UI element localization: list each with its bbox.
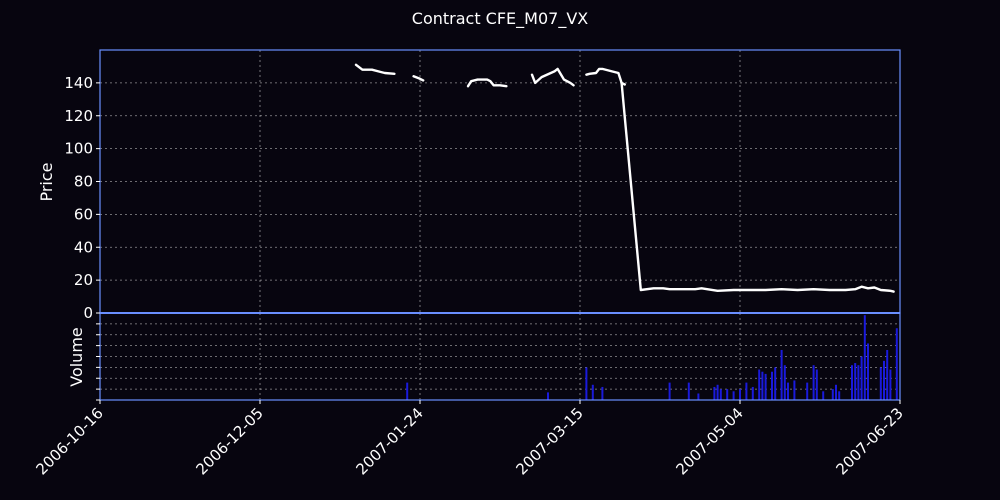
price-axis-label: Price [37, 162, 56, 201]
volume-bar [687, 382, 690, 400]
volume-y-ticks [96, 312, 100, 401]
price-y-tick-label: 0 [83, 304, 93, 322]
volume-bar [591, 384, 594, 400]
volume-bar [879, 367, 882, 400]
price-y-tick-label: 120 [64, 107, 93, 125]
volume-bar [771, 371, 773, 400]
volume-bars [406, 315, 898, 400]
volume-bar [751, 386, 754, 400]
volume-bar [764, 373, 767, 400]
volume-bar [806, 382, 809, 400]
volume-bar [857, 365, 860, 400]
price-line-segment [412, 75, 425, 82]
volume-bar [835, 384, 837, 400]
volume-bar [739, 389, 741, 400]
price-line-segment [466, 78, 508, 88]
volume-bar [783, 365, 786, 400]
volume-bar [745, 382, 748, 400]
volume-bar [863, 315, 866, 400]
volume-bar [831, 389, 834, 400]
chart-title: Contract CFE_M07_VX [412, 9, 589, 29]
price-y-ticks: 0 20 40 60 80 100 120 140 [64, 74, 100, 322]
volume-bar [787, 382, 789, 400]
volume-bar [547, 392, 549, 400]
volume-bar [822, 391, 825, 400]
volume-bar [854, 363, 857, 400]
price-y-tick-label: 80 [74, 173, 93, 191]
volume-bar [895, 328, 898, 400]
volume-bar [780, 349, 783, 400]
price-y-tick-label: 20 [74, 271, 93, 289]
volume-bar [732, 391, 735, 400]
volume-bar [719, 389, 722, 400]
price-y-tick-label: 100 [64, 140, 93, 158]
volume-bar [668, 382, 671, 400]
price-y-tick-label: 40 [74, 238, 93, 256]
volume-bar [697, 393, 700, 400]
volume-bar [793, 380, 796, 400]
price-line-segment [354, 63, 396, 76]
volume-bar [601, 386, 604, 400]
price-line-segment [620, 81, 895, 293]
volume-bar [883, 360, 885, 400]
volume-bar [812, 365, 815, 400]
volume-bar [758, 369, 761, 400]
volume-axis-label: Volume [67, 327, 86, 387]
volume-bar [726, 389, 729, 400]
price-y-tick-label: 140 [64, 74, 93, 92]
volume-bar [851, 365, 853, 400]
volume-bar [867, 343, 869, 400]
volume-bar [838, 391, 841, 400]
price-y-tick-label: 60 [74, 205, 93, 223]
volume-bar [889, 369, 892, 400]
volume-bar [716, 384, 719, 400]
price-line-segment [530, 67, 575, 87]
volume-bar [406, 382, 409, 400]
volume-bar [713, 386, 716, 400]
price-line-segment [585, 67, 626, 86]
volume-bar [886, 349, 889, 400]
volume-bar [761, 371, 764, 400]
volume-bar [774, 367, 777, 400]
volume-bar [815, 369, 818, 400]
volume-bar [860, 356, 863, 400]
volume-bar [585, 367, 588, 400]
